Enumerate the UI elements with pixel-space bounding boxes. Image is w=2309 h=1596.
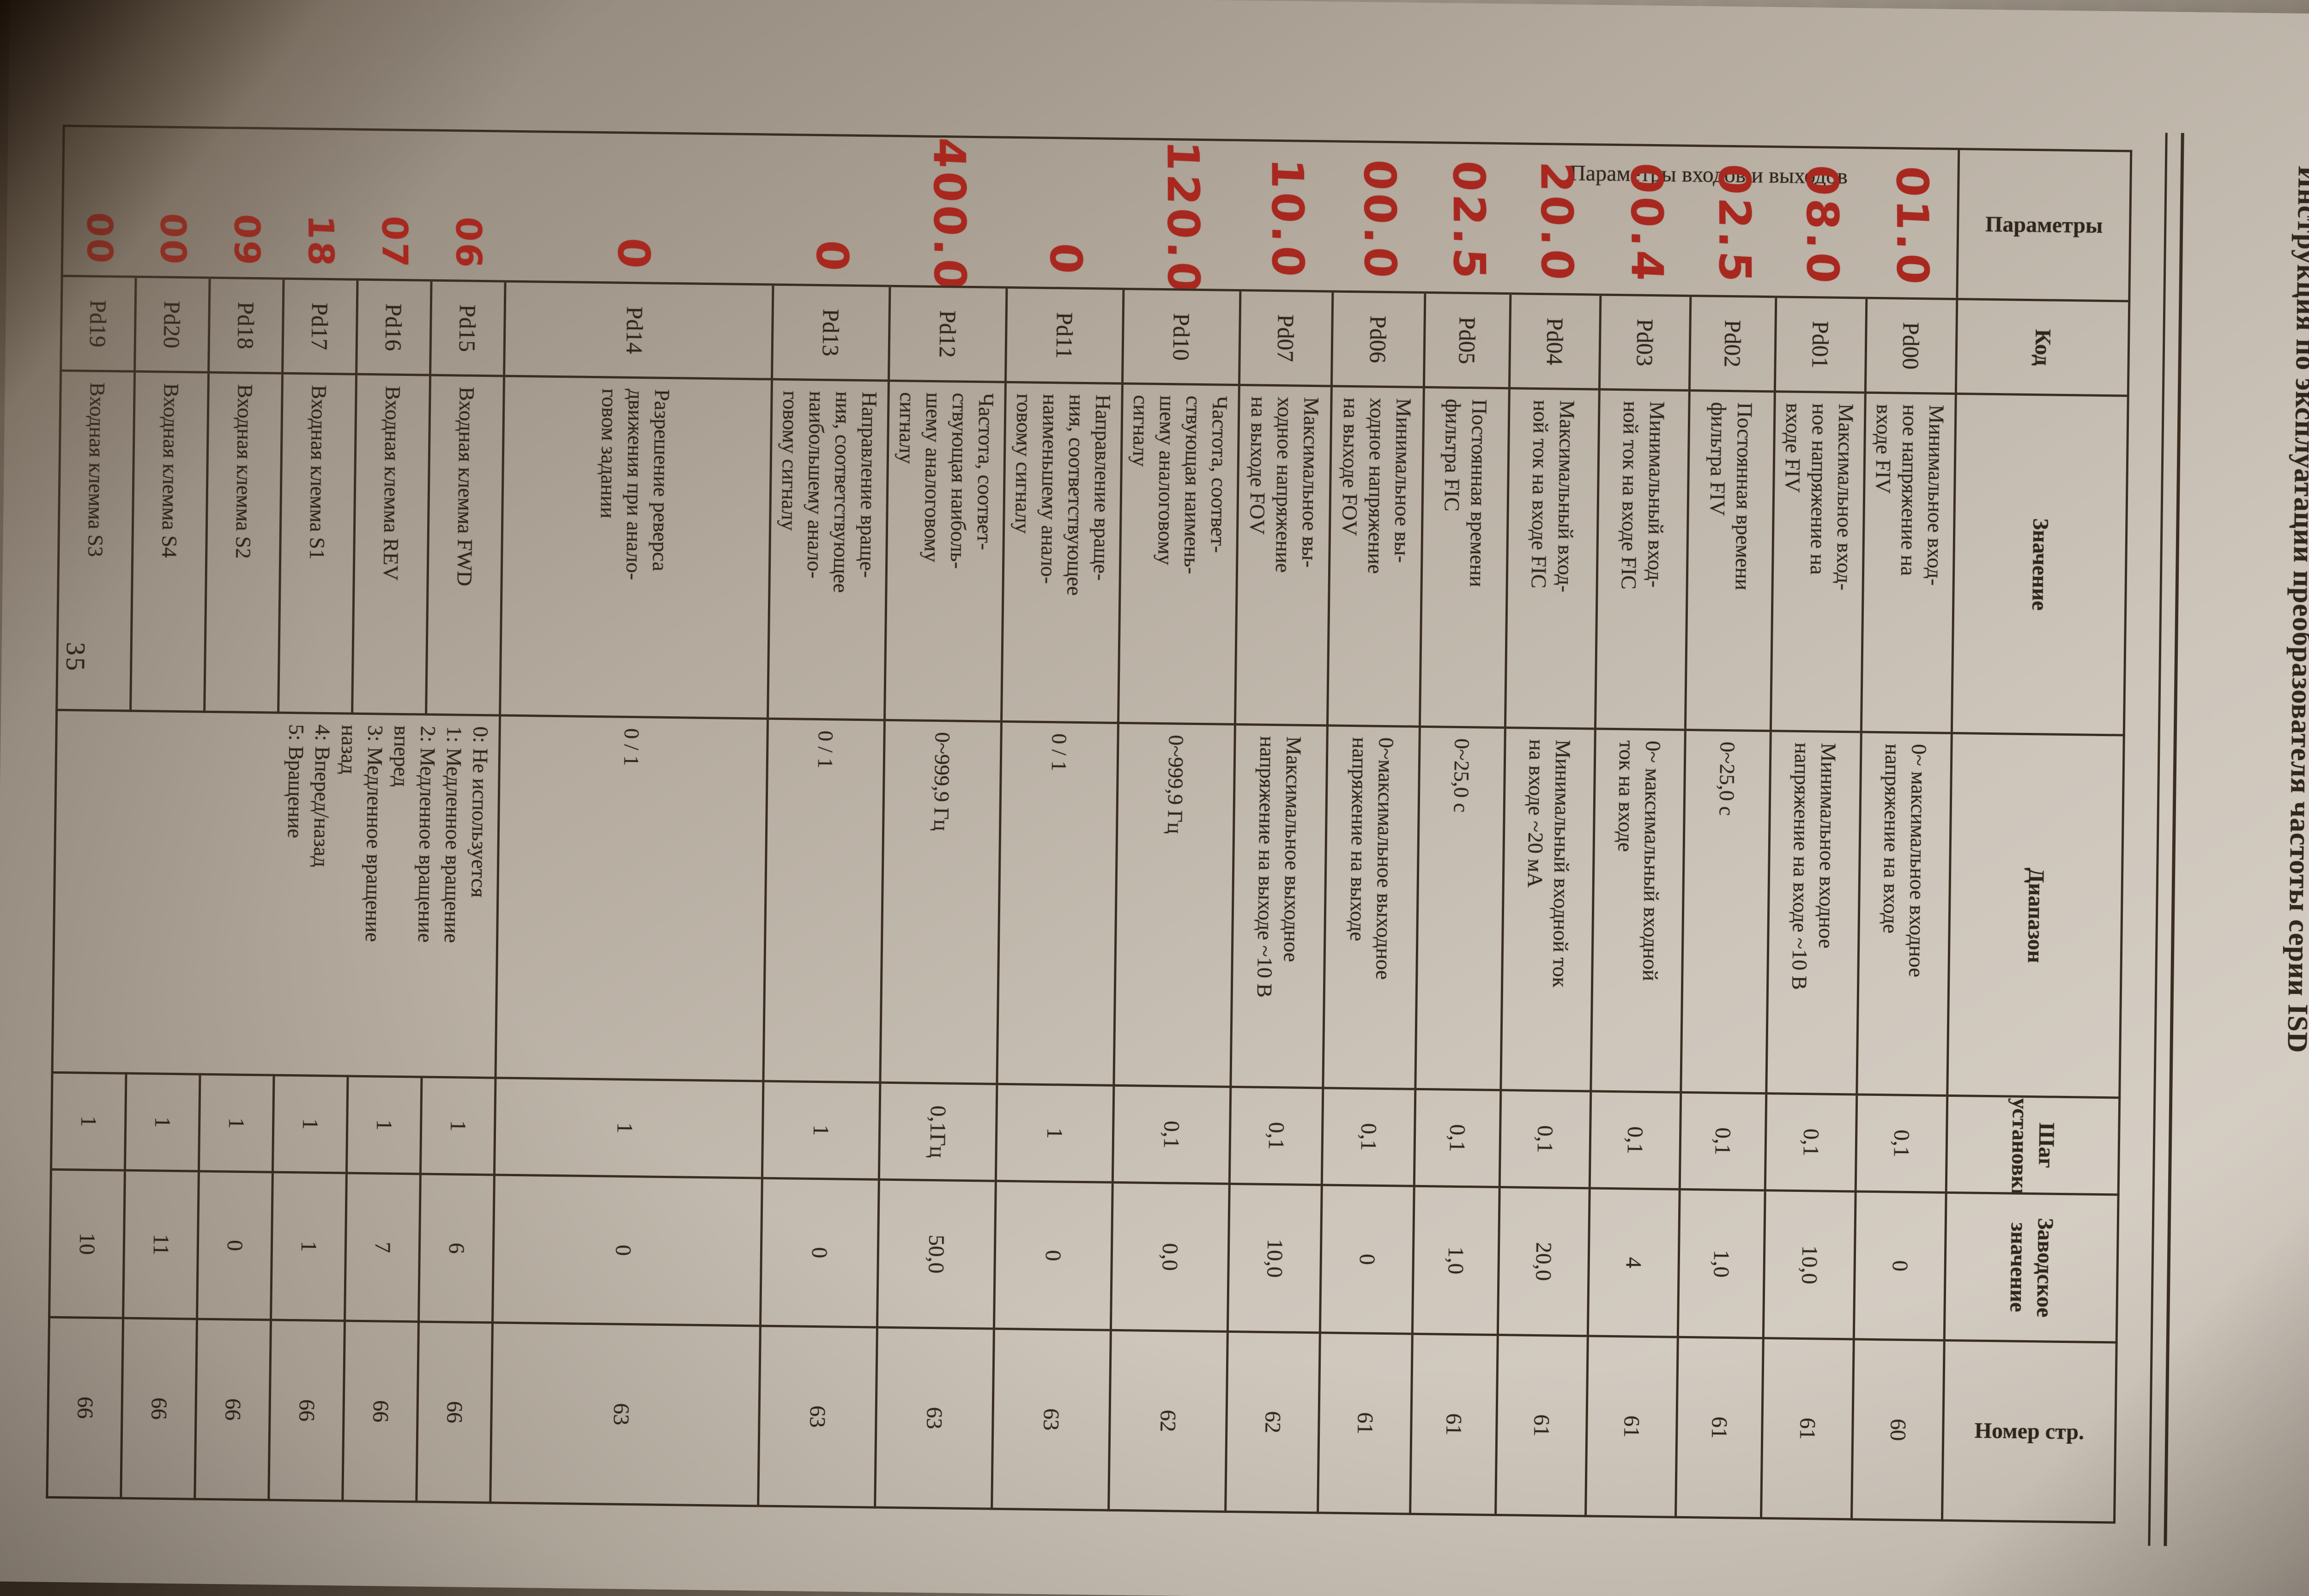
handwritten-value: 06 — [448, 216, 490, 271]
handwritten-value: 400.0 — [923, 136, 975, 288]
param-code: Pd07 — [1239, 290, 1333, 386]
handwritten-value: 0 — [806, 239, 858, 275]
table-row: ✱00.0 Pd06 Минимальное вы- ходное напряж… — [1318, 141, 1427, 1514]
column-header-value: Значение — [1952, 393, 2128, 736]
column-header-step: Шаг установки — [1946, 1095, 2120, 1195]
param-value: Минимальное вход- ное напряжение на вход… — [1861, 393, 1956, 733]
column-header-factory: Заводское значение — [1944, 1192, 2119, 1342]
table-row: ✱20.0 Pd04 Максимальный вход- ной ток на… — [1495, 143, 1602, 1516]
table-row: ✱0 Pd13 Направление враще- ния, соответс… — [758, 134, 892, 1508]
page-number: 35 — [60, 641, 91, 673]
param-code: Pd17 — [282, 278, 358, 375]
param-code: Pd01 — [1775, 296, 1867, 393]
table-row: ✱02.5 Pd02 Постоянная времени фильтра FI… — [1675, 145, 1778, 1518]
param-page: 60 — [1851, 1339, 1945, 1521]
handwritten-value: 18 — [300, 214, 342, 269]
table-row: ✱400.0 Pd12 Частота, соответ- ствующая н… — [875, 136, 1009, 1509]
table-row: ✱120.0 Pd10 Частота, соответ- ствующая н… — [1108, 139, 1242, 1512]
handwritten-value: 00.4 — [1620, 161, 1672, 285]
param-code: Pd16 — [356, 279, 432, 375]
param-code: Pd02 — [1689, 296, 1776, 392]
parameters-table: Параметры Код Значение Диапазон Шаг уста… — [46, 125, 2132, 1524]
param-code: Pd19 — [60, 276, 136, 372]
table-row: ✱0 Pd11 Направление враще- ния, соответс… — [991, 137, 1125, 1511]
handwritten-value: 02.5 — [1708, 163, 1760, 286]
handwritten-asterisk: ✱ — [723, 131, 769, 132]
param-code: Pd15 — [430, 280, 506, 376]
column-header-range: Диапазон — [1947, 733, 2124, 1098]
title-underline-bottom — [2148, 133, 2168, 1546]
handwritten-value: 120.0 — [1157, 139, 1209, 290]
param-range: 0~ максимальное входное напряжение на вх… — [1856, 732, 1952, 1096]
handwritten-value: 0 — [1040, 242, 1091, 278]
column-header-parameters: Параметры — [1957, 149, 2131, 302]
param-code: Pd10 — [1122, 289, 1240, 385]
param-code: Pd14 — [504, 281, 774, 380]
table-row: ✱02.5 Pd05 Постоянная времени фильтра FI… — [1410, 142, 1512, 1515]
table-row: ✱10.0 Pd07 Максимальное вы- ходное напря… — [1225, 140, 1335, 1513]
param-factory: 0 — [1854, 1191, 1946, 1341]
table-row: ✱01.0 Pd00 Минимальное вход- ное напряже… — [1851, 148, 1959, 1521]
column-header-code: Код — [1956, 299, 2129, 396]
param-code: Pd06 — [1331, 291, 1425, 387]
handwritten-value: 09 — [226, 213, 268, 268]
handwritten-value: 07 — [374, 215, 416, 270]
param-code: Pd00 — [1865, 298, 1957, 394]
param-code: Pd18 — [208, 278, 284, 374]
handwritten-value: 01.0 — [1886, 164, 1938, 289]
param-code: Pd05 — [1424, 292, 1511, 388]
handwritten-value: 0 — [608, 236, 659, 273]
param-step: 0,1 — [1856, 1094, 1947, 1193]
table-row: ✱08.0 Pd01 Максимальное вход- ное напряж… — [1761, 146, 1868, 1519]
param-code: Pd03 — [1599, 295, 1691, 391]
page-title: Инструкция по эксплуатации преобразовате… — [2281, 165, 2309, 1053]
table-row: ✱0 Pd14 Разрешение реверса движения при … — [490, 131, 775, 1506]
handwritten-value: 00 — [79, 211, 121, 266]
handwritten-value: 10.0 — [1262, 157, 1313, 281]
handwritten-value: 00.0 — [1354, 158, 1406, 282]
handwritten-value: 00 — [152, 212, 194, 267]
param-code: Pd13 — [772, 284, 890, 381]
param-code: Pd04 — [1509, 293, 1601, 390]
title-underline-top — [2164, 133, 2184, 1546]
param-code: Pd11 — [1005, 287, 1124, 384]
handwritten-value: 08.0 — [1796, 163, 1848, 288]
handwritten-value: 02.5 — [1443, 159, 1494, 283]
table-header-row: Параметры Код Значение Диапазон Шаг уста… — [1942, 149, 2131, 1523]
param-code: Pd12 — [889, 286, 1007, 382]
handwritten-value: 20.0 — [1530, 160, 1582, 284]
param-code: Pd20 — [134, 277, 210, 373]
column-header-page: Номер стр. — [1942, 1340, 2117, 1523]
table-row: ✱00.4 Pd03 Минимальный вход- ной ток на … — [1585, 145, 1692, 1517]
terminal-range-list: 0: Не используется 1: Медленное вращение… — [52, 710, 500, 1078]
